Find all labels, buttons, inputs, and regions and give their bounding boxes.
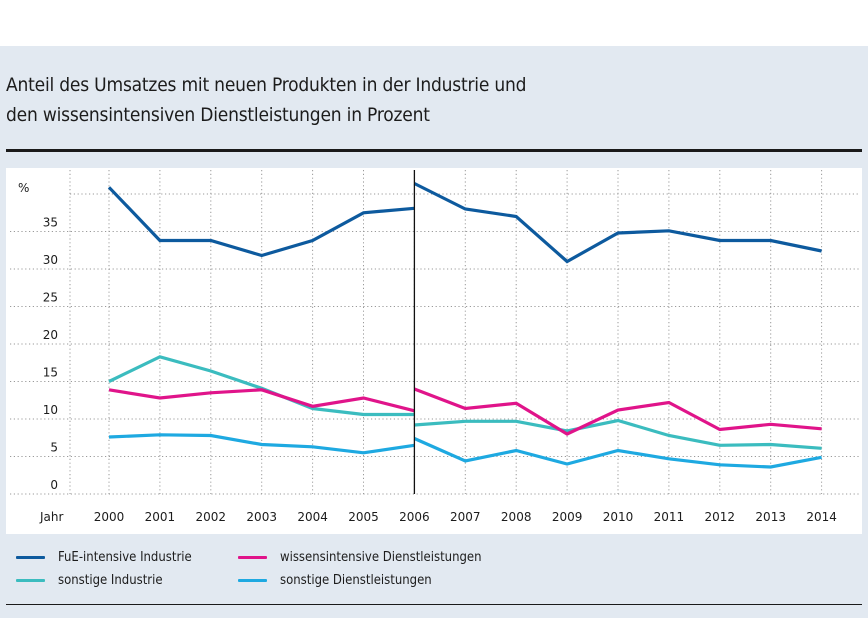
x-tick-label: 2010 [603,510,634,524]
x-axis-label: Jahr [39,510,63,524]
series-line-segment [413,387,822,436]
y-tick-label: 10 [43,403,58,417]
chart-title: Anteil des Umsatzes mit neuen Produkten … [6,70,706,130]
x-tick-label: 2008 [501,510,532,524]
x-tick-label: 2011 [654,510,685,524]
y-tick-label: 15 [43,366,58,380]
legend-swatch-fue [16,556,45,559]
series-lines [107,182,822,469]
series-wissensintensive [108,387,822,436]
legend-swatch-wissensintensive [238,556,267,559]
chart-title-line-1: Anteil des Umsatzes mit neuen Produkten … [6,74,527,96]
x-tick-label: 2009 [552,510,583,524]
x-tick-label: 2002 [196,510,227,524]
legend-label-fue: FuE-intensive Industrie [58,550,192,565]
series-line-segment [108,388,415,413]
legend: FuE-intensive Industrie wissensintensive… [16,548,856,592]
legend-item-fue: FuE-intensive Industrie [16,550,192,565]
series-line-segment [108,433,415,455]
chart-title-line-2: den wissensintensiven Dienstleistungen i… [6,104,430,126]
y-tick-label: 25 [43,291,58,305]
legend-label-wissensintensive: wissensintensive Dienstleistungen [280,550,482,565]
legend-swatch-sonstige-industrie [16,579,45,582]
x-tick-label: 2000 [94,510,125,524]
legend-item-sonstige-industrie: sonstige Industrie [16,573,163,588]
legend-item-wissensintensive: wissensintensive Dienstleistungen [238,550,482,565]
top-band [0,0,868,46]
series-sonstige-dienst [108,433,822,469]
y-tick-label: 20 [43,328,58,342]
x-tick-label: 2007 [450,510,481,524]
y-tick-label: 0 [50,478,58,492]
x-tick-label: 2001 [145,510,176,524]
x-axis: Jahr 2000 2001 2002 2003 2004 2005 2006 2007 2008… [39,510,837,524]
x-tick-label: 2004 [297,510,328,524]
x-tick-label: 2013 [755,510,786,524]
x-tick-label: 2005 [348,510,379,524]
x-tick-label: 2012 [705,510,736,524]
legend-label-sonstige-dienst: sonstige Dienstleistungen [280,573,432,588]
x-tick-label: 2003 [246,510,277,524]
legend-item-sonstige-dienst: sonstige Dienstleistungen [238,573,432,588]
legend-label-sonstige-industrie: sonstige Industrie [58,573,163,588]
x-tick-label: 2014 [806,510,837,524]
x-tick-label: 2006 [399,510,430,524]
legend-swatch-sonstige-dienst [238,579,267,582]
bottom-rule [6,604,862,605]
y-tick-label: 35 [43,216,58,230]
y-axis-unit-label: % [18,181,29,195]
title-rule [6,149,862,152]
y-tick-label: 30 [43,253,58,267]
y-axis: 0 5 10 15 20 25 30 35% [18,181,58,492]
y-tick-label: 5 [50,441,58,455]
